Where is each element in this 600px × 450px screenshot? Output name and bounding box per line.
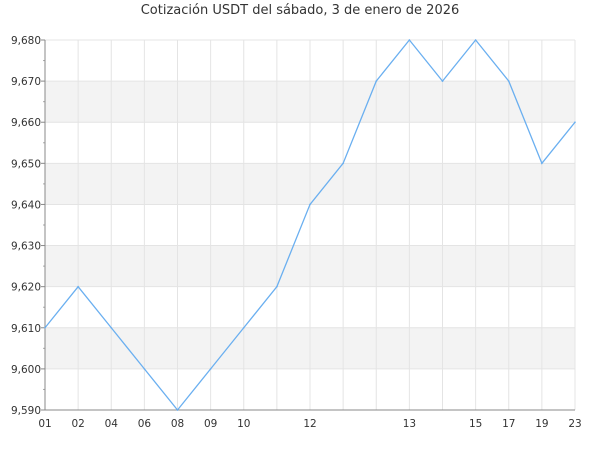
data-point	[77, 285, 79, 288]
x-tick-label: 19	[535, 418, 548, 430]
chart-title: Cotización USDT del sábado, 3 de enero d…	[140, 3, 460, 18]
y-tick-label: 9,630	[11, 241, 41, 253]
y-tick-label: 9,590	[11, 405, 41, 417]
y-tick-label: 9,680	[11, 35, 41, 47]
x-tick-label: 02	[71, 418, 84, 430]
data-point	[474, 39, 477, 41]
x-tick-label: 09	[204, 418, 217, 430]
x-tick-label: 04	[105, 418, 119, 430]
data-point	[176, 409, 179, 411]
data-point	[375, 80, 378, 82]
x-tick-label: 01	[38, 418, 51, 430]
y-tick-label: 9,620	[11, 282, 41, 294]
data-point	[441, 80, 444, 82]
x-tick-label: 15	[469, 418, 482, 430]
x-tick-label: 23	[568, 418, 581, 430]
data-point	[242, 326, 245, 329]
data-point	[507, 80, 510, 82]
data-point	[209, 368, 212, 370]
x-tick-label: 06	[138, 418, 152, 430]
y-tick-label: 9,600	[11, 364, 41, 376]
data-point	[309, 203, 311, 206]
data-point	[574, 121, 576, 124]
y-tick-label: 9,640	[11, 199, 41, 211]
data-point	[541, 162, 543, 165]
x-tick-label: 10	[237, 418, 250, 430]
data-point	[110, 326, 113, 329]
data-point	[44, 326, 46, 329]
x-tick-label: 13	[403, 418, 416, 430]
data-point	[143, 368, 146, 370]
y-tick-label: 9,610	[11, 323, 41, 335]
x-tick-label: 08	[171, 418, 184, 430]
data-point	[276, 285, 278, 288]
data-point	[342, 162, 344, 165]
x-tick-label: 12	[303, 418, 316, 430]
x-tick-label: 17	[502, 418, 515, 430]
y-tick-label: 9,650	[11, 158, 41, 170]
y-tick-label: 9,660	[11, 117, 41, 129]
data-point	[408, 39, 411, 41]
y-tick-label: 9,670	[11, 76, 41, 88]
